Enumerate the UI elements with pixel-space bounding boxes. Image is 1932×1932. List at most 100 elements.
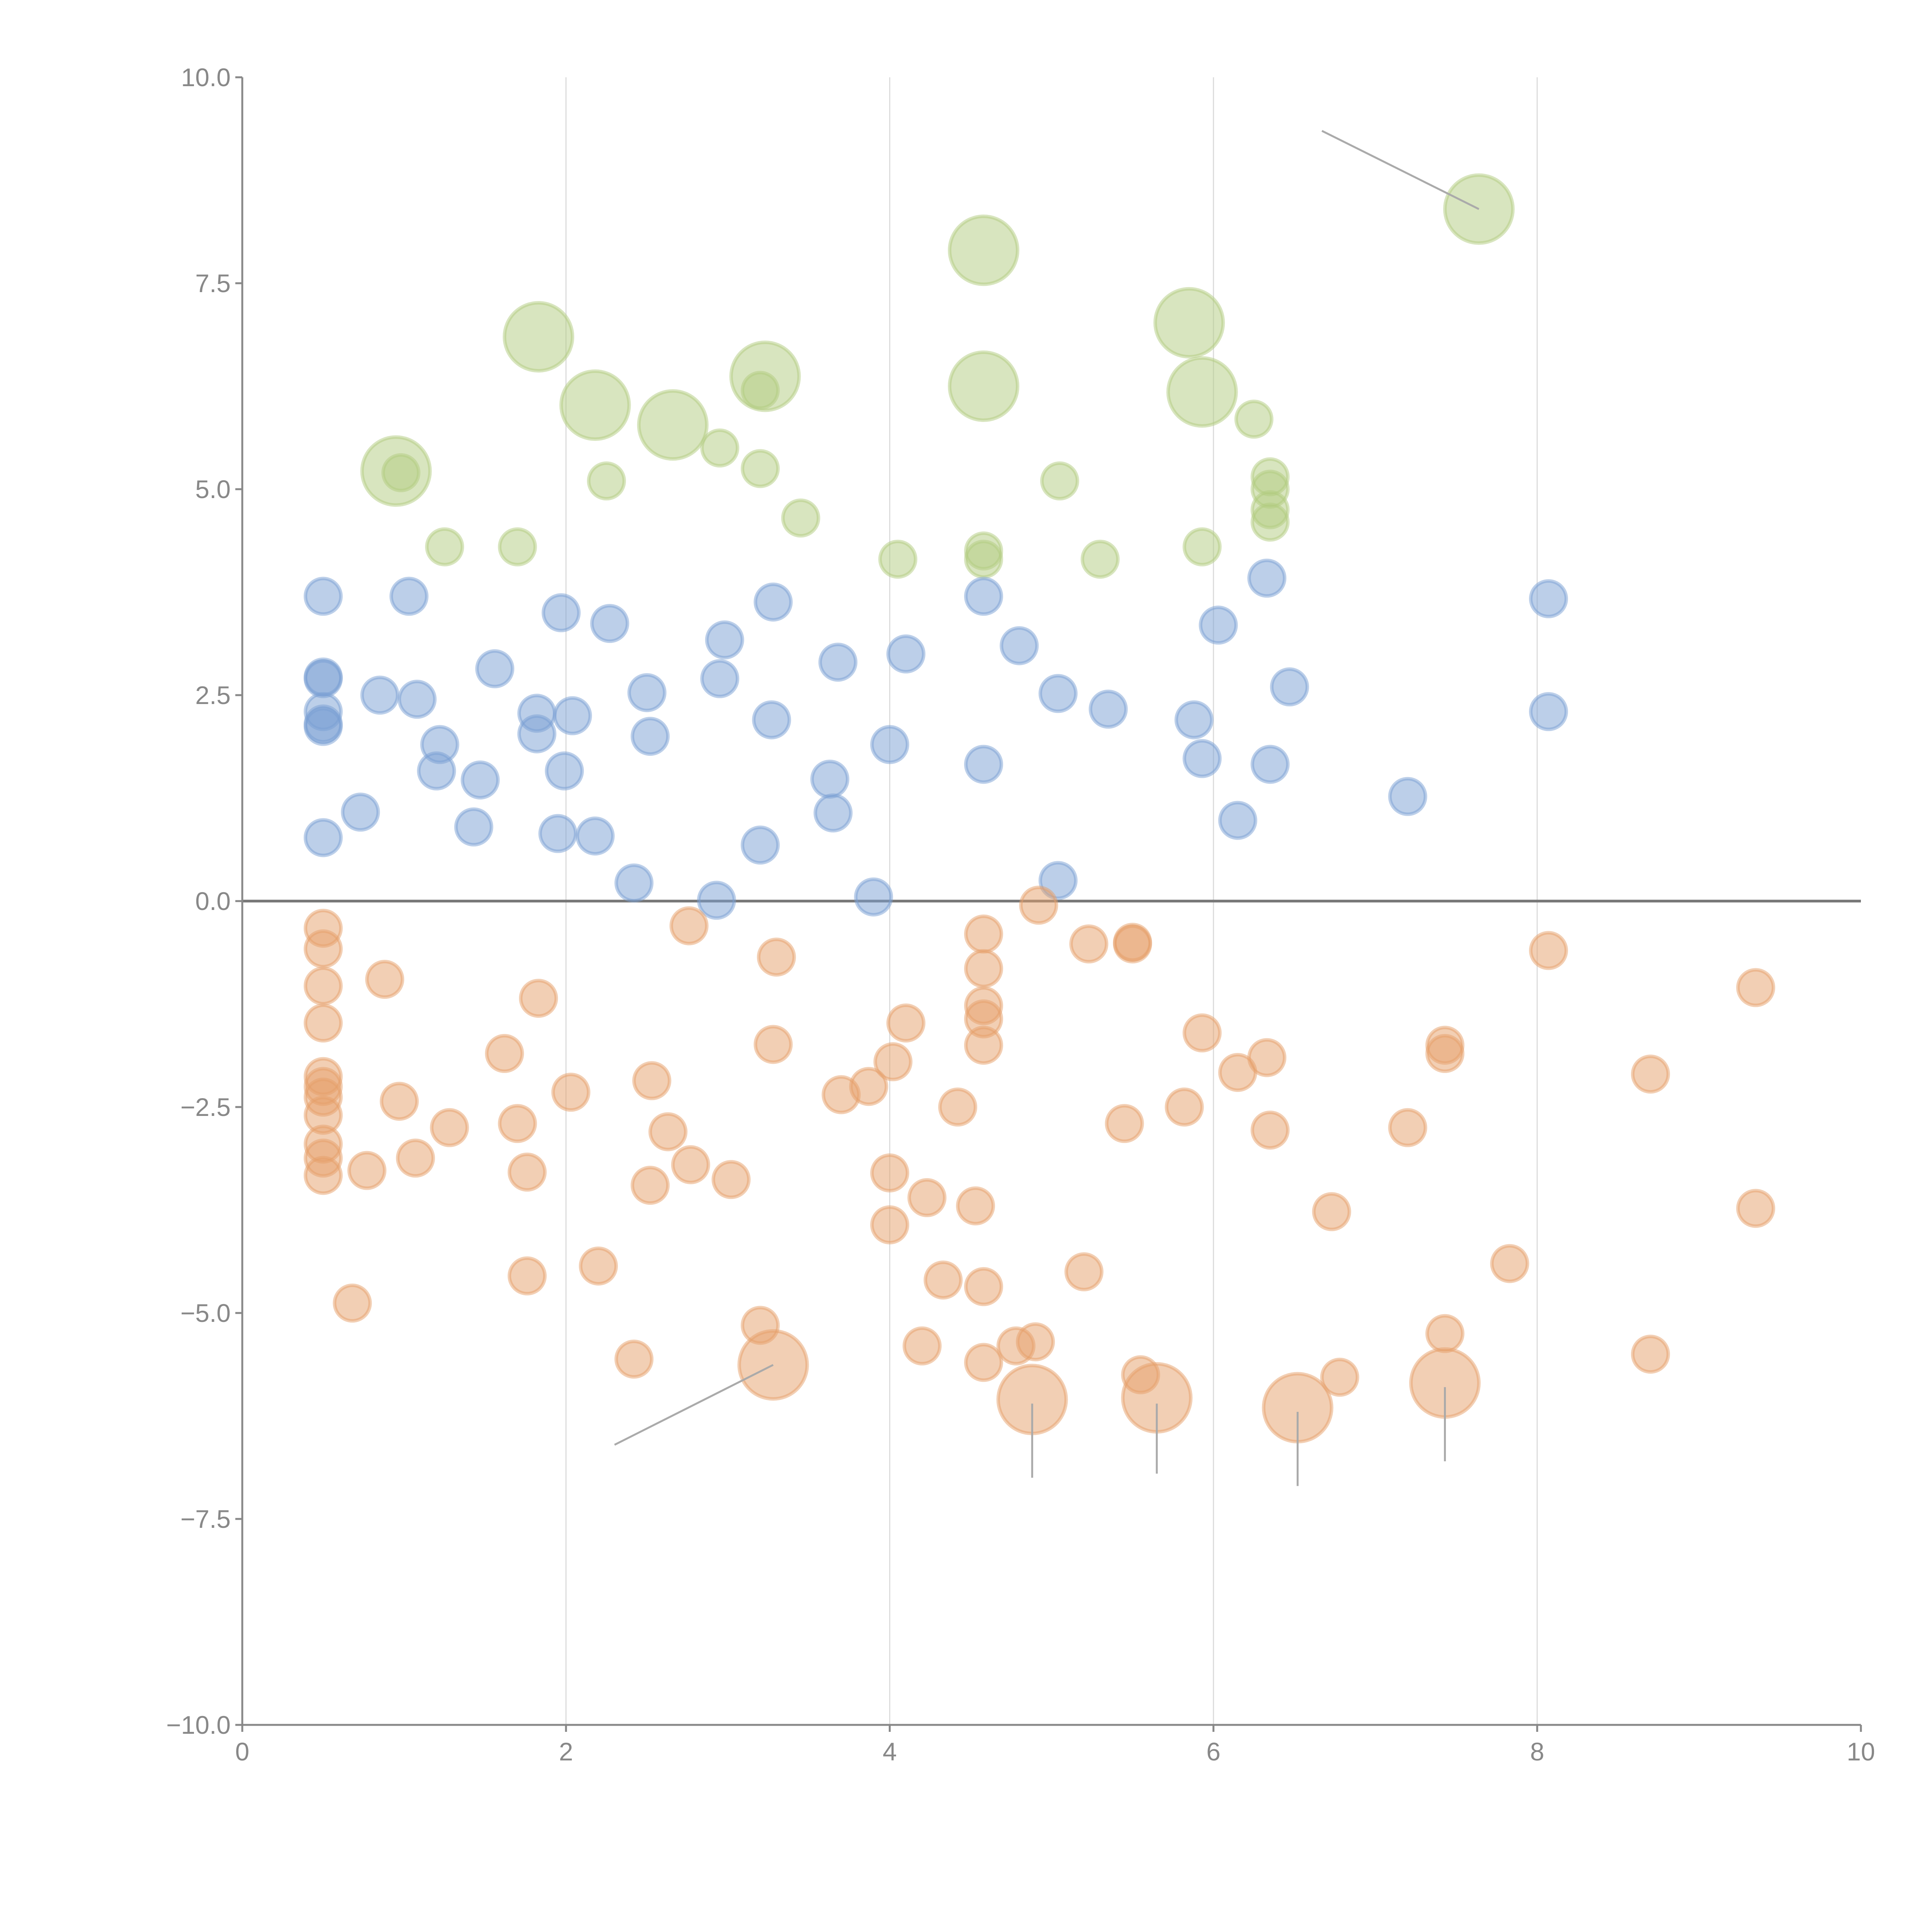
y-tick-label: 7.5 <box>195 269 231 298</box>
large-point-green <box>637 389 709 461</box>
large-point-green <box>503 301 575 373</box>
point-orange <box>1736 1189 1776 1228</box>
point-blue <box>1270 667 1309 707</box>
point-orange <box>579 1246 618 1286</box>
point-orange <box>1105 1104 1144 1143</box>
point-orange <box>1490 1244 1529 1283</box>
point-orange <box>1250 1111 1290 1150</box>
point-blue <box>1247 558 1287 598</box>
point-blue <box>697 881 736 920</box>
point-orange <box>1019 886 1058 925</box>
leader-line <box>1321 130 1480 210</box>
point-orange <box>1165 1087 1204 1127</box>
point-orange <box>849 1067 888 1106</box>
point-blue <box>541 593 581 633</box>
point-orange <box>303 929 343 969</box>
x-tick-label: 0 <box>235 1737 250 1766</box>
point-orange <box>964 949 1003 988</box>
point-orange <box>873 1042 913 1082</box>
point-blue <box>813 793 853 833</box>
point-blue <box>627 673 667 713</box>
point-orange <box>519 979 558 1018</box>
point-green <box>498 527 537 566</box>
point-blue <box>854 877 893 917</box>
point-blue <box>753 582 793 622</box>
point-blue <box>1199 605 1238 645</box>
point-orange <box>964 1343 1003 1382</box>
point-orange <box>1016 1322 1055 1362</box>
point-orange <box>886 1003 925 1043</box>
point-blue <box>740 825 780 865</box>
point-blue <box>538 814 578 853</box>
y-tick-label: 5.0 <box>195 475 231 503</box>
point-orange <box>1113 924 1152 964</box>
data-points <box>303 173 1776 1444</box>
y-tick-label: −5.0 <box>180 1299 231 1327</box>
point-orange <box>1182 1013 1222 1053</box>
point-orange <box>964 1026 1003 1065</box>
point-green <box>1234 400 1274 439</box>
point-orange <box>614 1339 654 1379</box>
point-orange <box>964 1267 1003 1306</box>
point-orange <box>430 1108 469 1147</box>
point-blue <box>590 604 629 643</box>
point-green <box>587 461 626 501</box>
point-green <box>1040 461 1079 501</box>
point-orange <box>1069 924 1109 964</box>
point-blue <box>818 643 858 682</box>
point-blue <box>752 700 791 740</box>
point-orange <box>956 1186 995 1226</box>
point-orange <box>1736 968 1776 1007</box>
point-orange <box>303 966 343 1006</box>
x-tick-label: 10 <box>1847 1737 1875 1766</box>
point-blue <box>700 659 740 698</box>
point-blue <box>575 816 615 856</box>
point-orange <box>938 1087 978 1127</box>
point-blue <box>553 696 592 735</box>
point-green <box>878 539 918 579</box>
point-orange <box>347 1151 387 1190</box>
point-blue <box>964 577 1003 616</box>
large-point-green <box>729 340 801 412</box>
point-blue <box>420 725 459 764</box>
y-tick-label: 2.5 <box>195 681 231 709</box>
y-tick-label: 0.0 <box>195 887 231 915</box>
point-green <box>425 527 464 566</box>
point-blue <box>631 717 670 756</box>
point-orange <box>379 1082 419 1121</box>
x-tick-label: 8 <box>1530 1737 1544 1766</box>
point-green <box>740 449 780 488</box>
point-orange <box>632 1061 672 1100</box>
x-tick-label: 6 <box>1206 1737 1221 1766</box>
large-point-green <box>559 369 631 441</box>
point-blue <box>1000 626 1039 665</box>
y-tick-label: −2.5 <box>180 1093 231 1121</box>
point-orange <box>1425 1314 1464 1353</box>
leader-line <box>614 1364 774 1446</box>
x-tick-label: 4 <box>883 1737 897 1766</box>
point-orange <box>1529 931 1568 970</box>
point-orange <box>757 937 796 977</box>
axes: 10.0 7.5 5.0 2.5 0.0 −2.5 −5.0 −7.5 −10.00 2 4 6 8 10 <box>166 63 1875 1766</box>
point-orange <box>870 1205 910 1245</box>
point-orange <box>551 1073 590 1112</box>
y-tick-label: −10.0 <box>166 1711 231 1739</box>
large-point-green <box>1166 356 1238 428</box>
point-orange <box>1631 1335 1670 1374</box>
leader-lines <box>614 130 1480 1486</box>
large-point-green <box>948 350 1020 422</box>
point-blue <box>360 675 400 715</box>
point-orange <box>507 1256 547 1296</box>
point-orange <box>303 1003 343 1043</box>
point-orange <box>1320 1357 1359 1397</box>
point-orange <box>964 914 1003 954</box>
point-orange <box>1631 1054 1670 1094</box>
point-orange <box>648 1112 688 1151</box>
point-blue <box>1250 745 1290 784</box>
point-blue <box>870 725 910 764</box>
point-orange <box>1247 1038 1287 1077</box>
point-blue <box>1529 579 1568 619</box>
point-orange <box>753 1025 793 1064</box>
large-point-green <box>360 435 432 507</box>
